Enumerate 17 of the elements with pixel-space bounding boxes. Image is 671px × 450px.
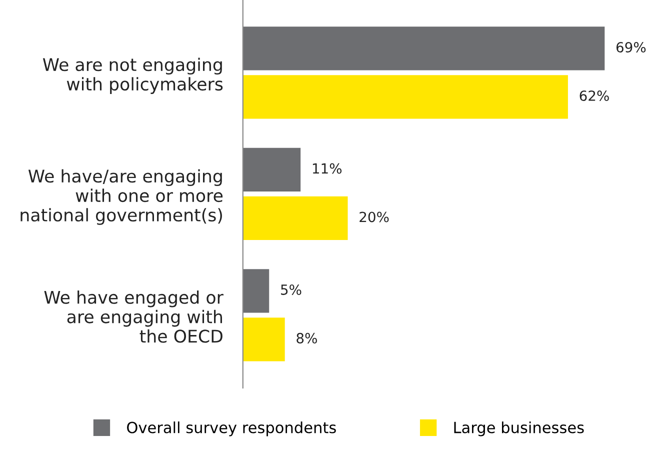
bar: [242, 26, 605, 70]
y-tick-label: We have/are engaging with one or more national government(s): [20, 169, 223, 225]
legend-label: Large businesses: [454, 421, 584, 436]
bar: [242, 75, 568, 119]
legend-label: Overall survey respondents: [127, 421, 336, 436]
data-label: 11%: [312, 163, 342, 174]
data-label: 5%: [281, 284, 302, 295]
data-label: 69%: [616, 42, 646, 53]
bar: [242, 269, 270, 313]
data-label: 20%: [360, 212, 389, 222]
y-tick-label: We have engaged or are engaging with the OECD: [44, 290, 224, 343]
data-label: 8%: [296, 332, 317, 344]
y-tick-label: We are not engaging with policymakers: [42, 58, 223, 94]
bar: [242, 196, 348, 240]
data-label: 62%: [580, 90, 609, 102]
bar: [242, 148, 301, 192]
bar: [242, 318, 285, 362]
